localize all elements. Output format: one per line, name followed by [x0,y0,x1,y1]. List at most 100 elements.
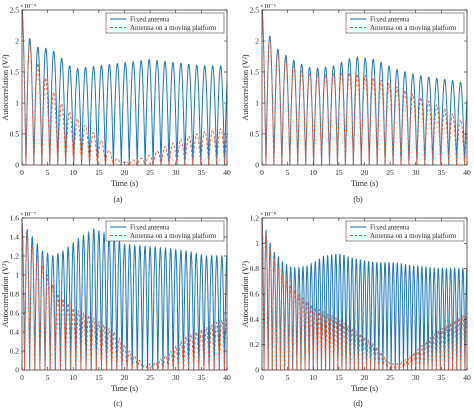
y-tick-label: 0 [15,161,19,170]
y-exponent-label: ×10⁻⁸ [260,211,277,218]
y-tick-label: 1.2 [10,252,20,261]
y-tick-label: 0 [15,366,19,375]
legend-box [345,12,465,34]
x-tick-label: 40 [223,168,231,177]
y-axis-label: Autocorrelation (V²) [1,54,10,120]
x-tick-label: 0 [260,168,264,177]
y-axis-label: Autocorrelation (V²) [241,54,250,120]
legend-label-fixed: Fixed antenna [130,224,170,232]
y-tick-label: 0.5 [10,130,20,139]
y-tick-label: 1.6 [10,214,20,223]
x-tick-label: 10 [310,168,318,177]
x-tick-label: 0 [260,373,264,382]
y-exponent-label: ×10⁻⁶ [260,3,276,10]
y-tick-label: 1.5 [10,68,20,77]
x-tick-label: 15 [95,168,103,177]
x-tick-label: 25 [386,373,394,382]
y-tick-label: 1 [255,239,259,248]
x-tick-label: 35 [438,373,446,382]
y-tick-label: 2.5 [10,6,20,15]
x-tick-label: 15 [335,373,343,382]
x-tick-label: 10 [310,373,318,382]
y-tick-label: 0 [255,161,259,170]
y-tick-label: 1.5 [250,68,260,77]
x-tick-label: 40 [463,168,471,177]
x-tick-label: 10 [70,168,78,177]
y-tick-label: 0.5 [250,130,260,139]
series-line-moving [261,217,468,371]
legend-label-fixed: Fixed antenna [370,16,410,24]
legend-label-fixed: Fixed antenna [370,224,410,232]
x-tick-label: 25 [386,168,394,177]
legend-label-moving: Antenna on a moving platform [370,232,457,240]
x-tick-label: 20 [121,373,129,382]
x-axis-label: Time (s) [111,179,138,188]
y-exponent-label: ×10⁻⁷ [20,211,36,218]
x-tick-label: 35 [198,168,206,177]
x-tick-label: 15 [335,168,343,177]
x-tick-label: 30 [172,168,180,177]
y-tick-label: 1.2 [250,214,260,223]
y-tick-label: 0.8 [10,290,20,299]
series-line-moving [21,222,228,372]
series-line-fixed [21,222,228,371]
x-tick-label: 30 [412,168,420,177]
y-tick-label: 0.6 [10,309,20,318]
legend-box [105,12,225,34]
x-tick-label: 0 [20,168,24,177]
chart-panel-a: 0 5 10 15 20 25 30 35 40 0 0.5 1 1.5 2 2.5 ×10⁻⁴ Time (s… [1,3,231,204]
legend-label-fixed: Fixed antenna [130,16,170,24]
y-tick-label: 0.2 [250,340,260,349]
y-axis-label: Autocorrelation (V²) [241,261,250,327]
y-tick-label: 1 [15,99,19,108]
legend-box [105,220,225,242]
x-tick-label: 40 [463,373,471,382]
y-axis-label: Autocorrelation (V²) [1,261,10,327]
y-tick-label: 0.6 [250,290,260,299]
legend-label-moving: Antenna on a moving platform [130,232,217,240]
x-tick-label: 5 [286,168,290,177]
y-tick-label: 2.5 [250,6,260,15]
y-tick-label: 1 [255,99,259,108]
y-tick-label: 0.4 [250,315,260,324]
legend-box [345,220,465,242]
x-tick-label: 35 [438,168,446,177]
x-tick-label: 20 [361,373,369,382]
x-axis-label: Time (s) [111,384,138,393]
x-tick-label: 30 [172,373,180,382]
x-tick-label: 5 [46,373,50,382]
legend-label-moving: Antenna on a moving platform [130,24,217,32]
x-tick-label: 10 [70,373,78,382]
x-tick-label: 20 [361,168,369,177]
panel-label: (b) [353,195,363,204]
y-tick-label: 2 [255,37,259,46]
y-tick-label: 0.8 [250,264,260,273]
chart-panel-d: 0 5 10 15 20 25 30 35 40 0 0.2 0.4 0.6 0.8 1 1.2 ×10⁻⁸ Ti… [241,211,471,408]
panel-label: (a) [114,195,123,204]
y-tick-label: 0.2 [10,347,20,356]
x-tick-label: 40 [223,373,231,382]
x-tick-label: 25 [146,168,154,177]
series-line-moving [261,9,468,166]
x-axis-label: Time (s) [351,384,378,393]
x-tick-label: 35 [198,373,206,382]
x-tick-label: 15 [95,373,103,382]
y-tick-label: 0.4 [10,328,20,337]
panel-label: (c) [114,399,123,408]
x-axis-label: Time (s) [351,179,378,188]
x-tick-label: 0 [20,373,24,382]
panel-label: (d) [353,399,363,408]
legend-label-moving: Antenna on a moving platform [370,24,457,32]
x-tick-label: 5 [286,373,290,382]
x-tick-label: 20 [121,168,129,177]
y-tick-label: 0 [255,366,259,375]
x-tick-label: 25 [146,373,154,382]
x-tick-label: 5 [46,168,50,177]
y-tick-label: 1.4 [10,233,20,242]
y-tick-label: 1 [15,271,19,280]
